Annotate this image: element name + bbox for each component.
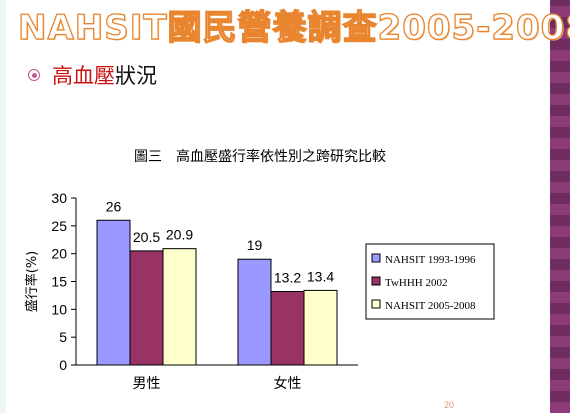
- legend-swatch: [371, 276, 381, 286]
- y-tick-label: 20: [51, 246, 67, 262]
- legend-label: NAHSIT 2005-2008: [385, 300, 476, 312]
- bullet-text: 狀況: [115, 64, 157, 88]
- bullet-highlight-text: 高血壓: [52, 64, 115, 88]
- legend-label: TwHHH 2002: [385, 277, 447, 289]
- chart-title: 圖三 高血壓盛行率依性別之跨研究比較: [134, 149, 386, 165]
- y-tick-label: 25: [51, 218, 67, 234]
- y-tick-label: 5: [59, 329, 67, 345]
- bar: [96, 219, 131, 366]
- side-decoration-bar: [550, 0, 570, 413]
- y-tick-label: 30: [51, 190, 67, 206]
- data-label: 19: [247, 237, 263, 253]
- y-tick-label: 15: [51, 274, 67, 290]
- data-label: 20.5: [133, 229, 160, 245]
- x-tick-label: 男性: [133, 376, 161, 392]
- y-tick-label: 10: [51, 301, 67, 317]
- y-tick-label: 0: [59, 357, 67, 373]
- data-label: 13.4: [307, 268, 334, 284]
- bar: [129, 250, 164, 366]
- bar: [162, 248, 197, 366]
- data-label: 20.9: [166, 227, 193, 243]
- bar: [303, 289, 338, 366]
- legend-swatch: [371, 299, 381, 309]
- left-stripe: [0, 0, 6, 413]
- page-number: 20: [444, 400, 455, 410]
- bullet-item: 高血壓 狀況: [28, 62, 157, 88]
- legend-swatch: [371, 253, 381, 263]
- legend-label: NAHSIT 1993-1996: [385, 254, 476, 266]
- y-axis-label: 盛行率(%): [24, 251, 40, 313]
- x-tick-label: 女性: [274, 375, 302, 392]
- bar: [237, 258, 272, 366]
- data-label: 26: [106, 198, 122, 214]
- legend-box: [365, 243, 495, 320]
- data-label: 13.2: [274, 270, 301, 286]
- bar: [270, 291, 305, 366]
- slide-title: NAHSIT國民營養調查2005-2008: [17, 7, 570, 48]
- bullet-circle-icon: [28, 69, 40, 81]
